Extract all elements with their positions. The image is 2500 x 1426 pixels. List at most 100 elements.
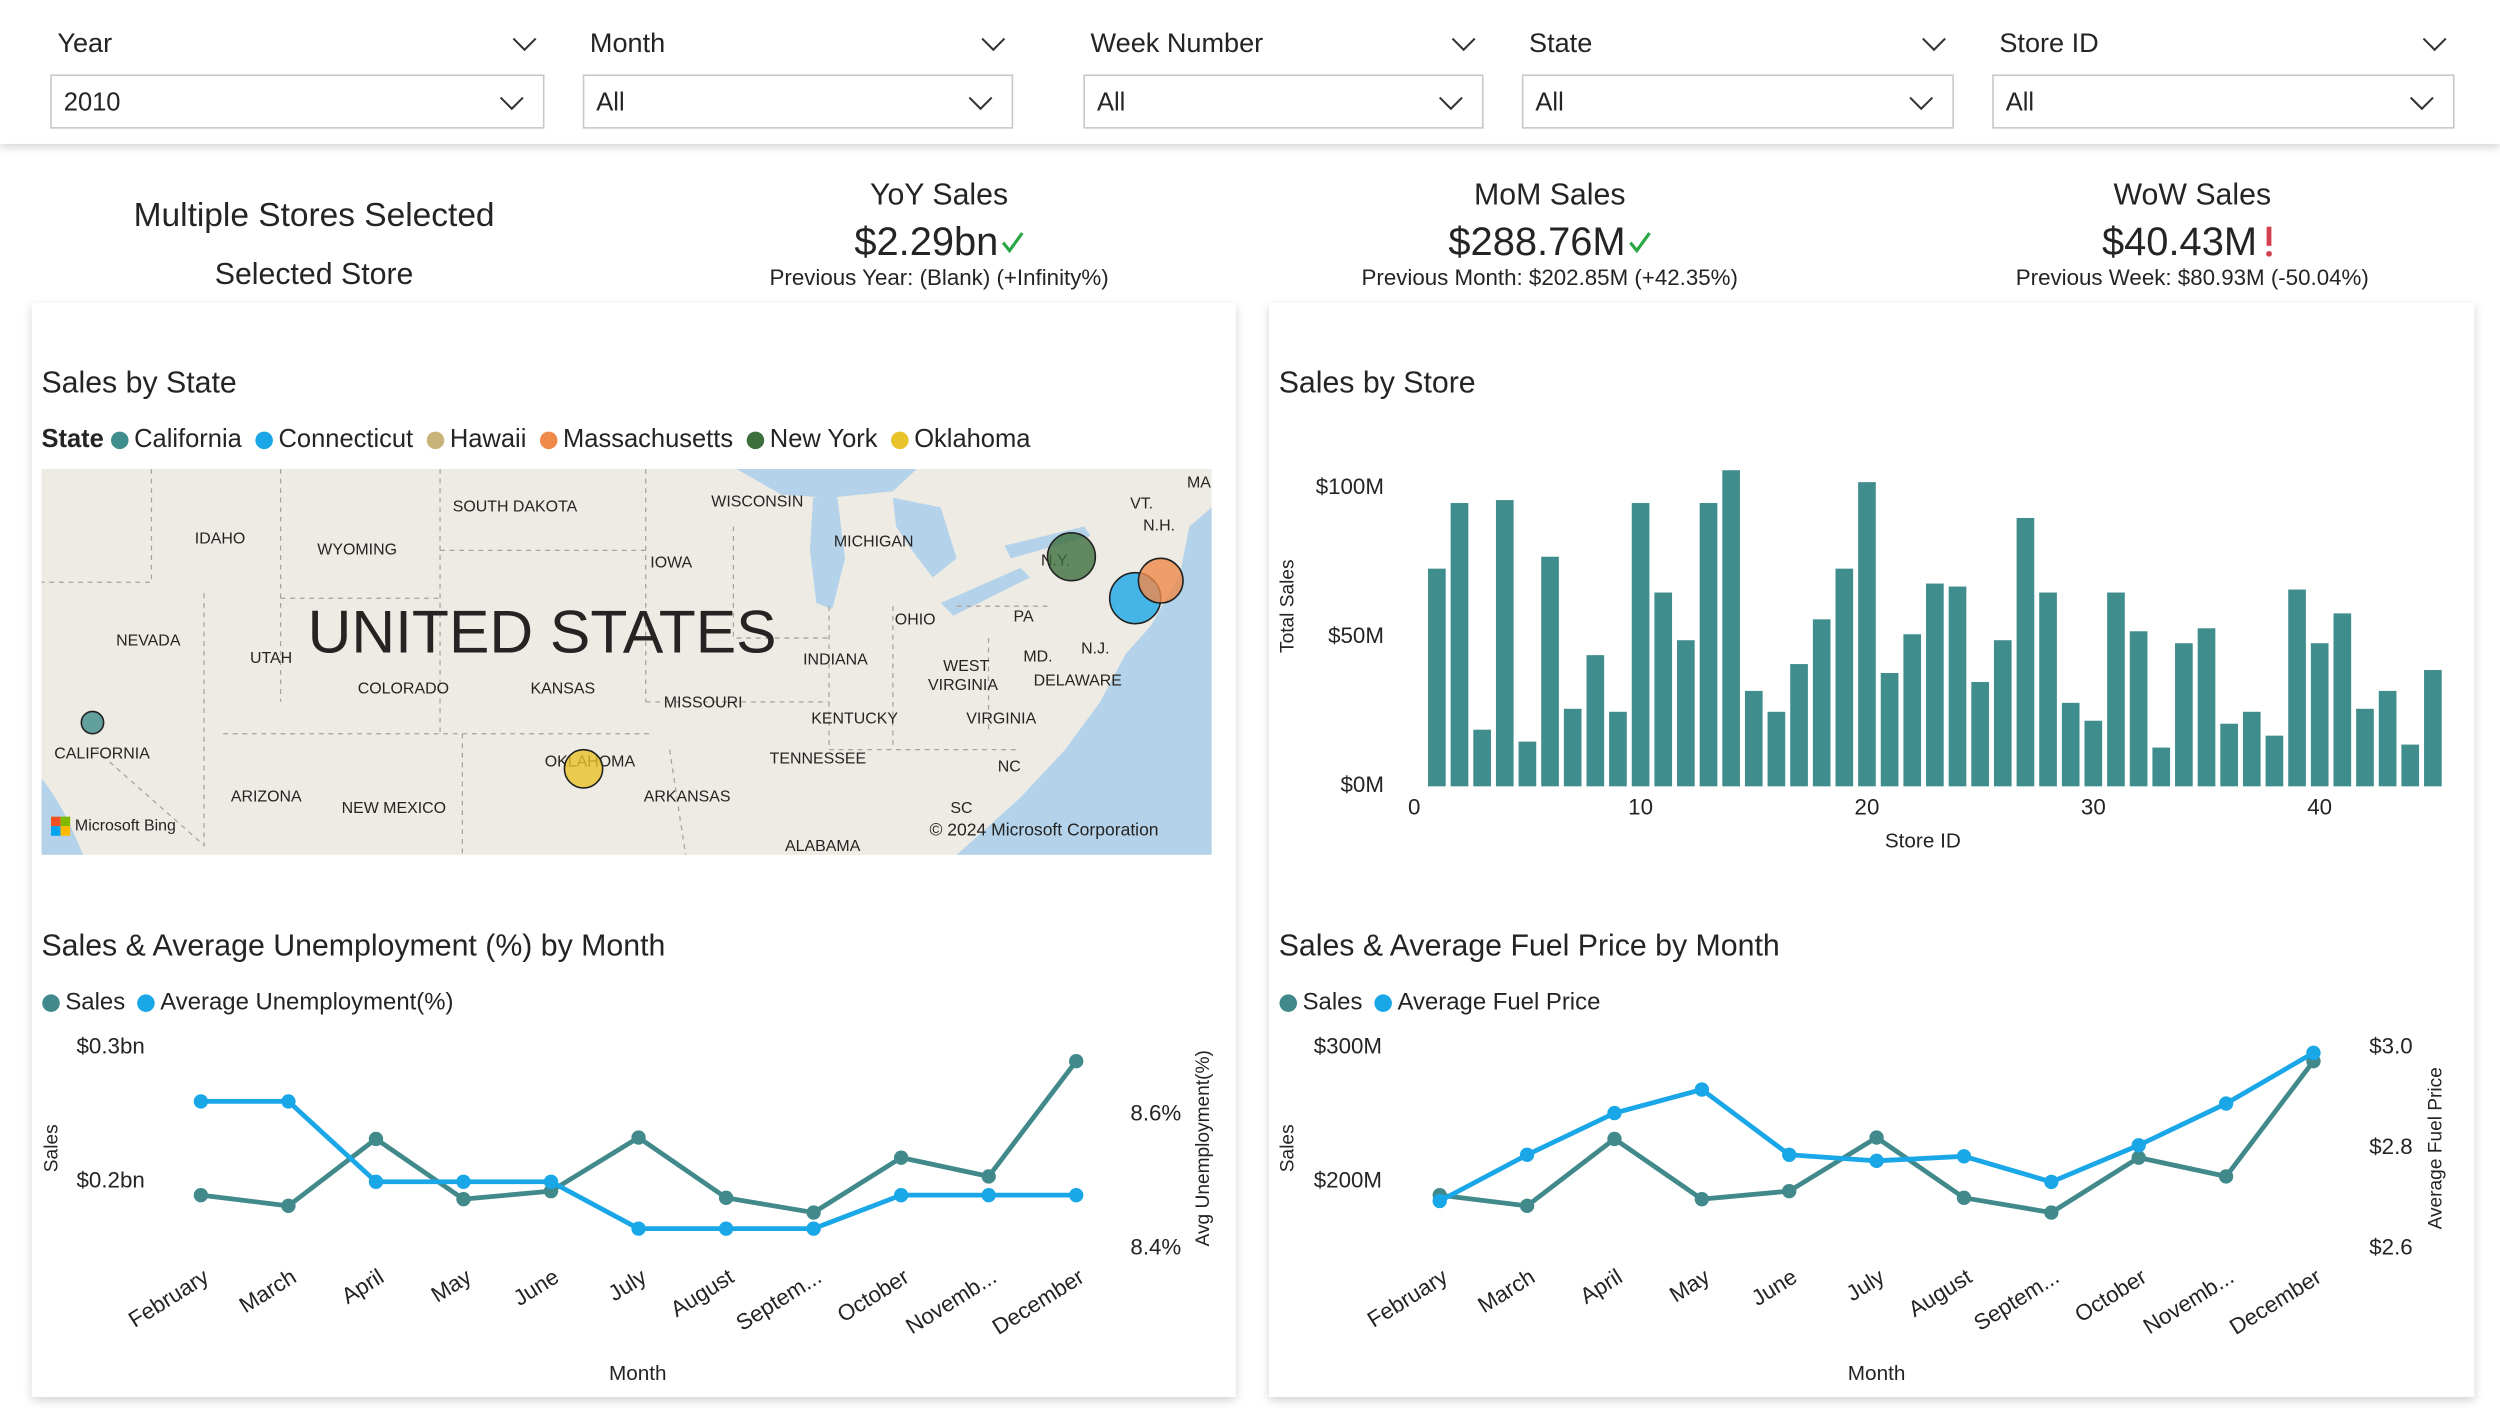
- map-state-label: SOUTH DAKOTA: [453, 499, 578, 516]
- dropdown-chevron: [499, 96, 524, 111]
- legend-title: State: [41, 425, 103, 453]
- line-marker: [981, 1169, 996, 1184]
- border: [95, 469, 1053, 855]
- line-marker: [2131, 1150, 2146, 1165]
- line-marker: [456, 1191, 471, 1207]
- bar: [2310, 643, 2329, 787]
- legend-marker: [1374, 994, 1392, 1012]
- y-axis-title: Total Sales: [1277, 559, 1298, 653]
- line-marker: [1607, 1105, 1622, 1121]
- filter-label: State: [1529, 27, 1592, 58]
- filter-label: Week Number: [1091, 27, 1264, 58]
- line-marker: [981, 1187, 996, 1203]
- bar: [1880, 673, 1899, 787]
- line-marker: [2218, 1096, 2234, 1111]
- map-state-label: OHIO: [895, 612, 936, 629]
- line-marker: [1432, 1193, 1447, 1209]
- bar: [1495, 500, 1514, 787]
- map-state-label: VIRGINIA: [928, 677, 998, 694]
- kpi-icon-check: [1629, 232, 1651, 254]
- bar: [1790, 664, 1808, 787]
- x-tick-label: 0: [1408, 795, 1420, 820]
- legend-label: Sales: [1303, 988, 1363, 1015]
- dropdown-chevron: [1438, 96, 1463, 111]
- lake: [892, 497, 957, 578]
- kpi-detail: Previous Year: (Blank) (+Infinity%): [770, 265, 1109, 290]
- line-marker: [1869, 1153, 1884, 1168]
- x-axis-title: Month: [609, 1362, 667, 1385]
- y-tick-label: $200M: [1314, 1168, 1382, 1193]
- map-state-label: MA: [1187, 475, 1211, 492]
- line-marker: [1782, 1183, 1797, 1199]
- line-marker: [2131, 1138, 2146, 1153]
- line-marker: [368, 1174, 384, 1189]
- bar: [1858, 482, 1876, 787]
- filter-header-chevron[interactable]: [512, 37, 537, 52]
- line-marker: [368, 1131, 384, 1147]
- map-state-label: ALABAMA: [785, 838, 861, 855]
- filter-value: All: [1535, 89, 1563, 117]
- logo: [60, 826, 71, 836]
- legend-marker: [110, 431, 129, 450]
- filter-header-chevron[interactable]: [981, 37, 1006, 52]
- bar: [1993, 640, 2012, 787]
- map-bubble: [1046, 532, 1097, 582]
- map-attribution: Microsoft Bing: [75, 817, 176, 834]
- chart-title: Sales by Store: [1279, 367, 1476, 400]
- borders: [41, 469, 1053, 855]
- bar: [2197, 628, 2216, 787]
- map-state-label: SC: [950, 800, 972, 817]
- map-state-label: WISCONSIN: [711, 494, 803, 511]
- line-marker: [631, 1130, 646, 1145]
- kpi-title: YoY Sales: [870, 178, 1008, 211]
- line-marker: [718, 1190, 734, 1205]
- right-panel: [1269, 303, 2475, 1397]
- card-title: Multiple Stores Selected: [134, 197, 495, 234]
- map-state-label: CALIFORNIA: [54, 746, 150, 763]
- map-state-label: IDAHO: [195, 530, 245, 547]
- bar: [2401, 744, 2420, 787]
- filter-dropdown[interactable]: [582, 74, 1014, 129]
- kpi-icon-alert: [2266, 226, 2272, 246]
- y2-tick-label: $2.8: [2369, 1134, 2412, 1159]
- map-state-label: MISSOURI: [664, 695, 743, 712]
- bar: [1541, 556, 1559, 787]
- map-state-label: ARIZONA: [231, 789, 302, 806]
- filter-header-chevron[interactable]: [2422, 37, 2447, 52]
- bar: [2175, 643, 2193, 787]
- map-state-label: DELAWARE: [1034, 672, 1122, 689]
- bar: [2288, 589, 2306, 787]
- line-marker: [806, 1205, 821, 1220]
- map-state-label: INDIANA: [803, 652, 868, 669]
- y-tick-label: $0.3bn: [77, 1034, 145, 1059]
- legend-marker: [426, 431, 445, 450]
- land: [41, 469, 1212, 855]
- filter-value: All: [2006, 89, 2034, 117]
- lake: [809, 494, 846, 610]
- logo: [51, 816, 61, 827]
- dropdown-chevron: [968, 96, 993, 111]
- map-bubble: [563, 748, 604, 789]
- legend-label: Massachusetts: [563, 425, 733, 453]
- kpi-icon-check: [1001, 232, 1024, 254]
- filter-dropdown[interactable]: [1083, 74, 1484, 129]
- filter-label: Store ID: [1999, 27, 2098, 58]
- filter-header-chevron[interactable]: [1451, 37, 1476, 52]
- y2-tick-label: 8.6%: [1130, 1101, 1181, 1126]
- filter-dropdown[interactable]: [1521, 74, 1954, 129]
- bar: [1767, 711, 1786, 787]
- border: [41, 469, 153, 583]
- map-state-label: NEVADA: [116, 632, 181, 649]
- filter-label: Year: [57, 27, 112, 58]
- map-state-label: TENNESSEE: [770, 750, 867, 767]
- line-marker: [1069, 1187, 1084, 1203]
- kpi-title: MoM Sales: [1474, 178, 1625, 211]
- filter-dropdown[interactable]: [1992, 74, 2455, 129]
- filter-dropdown[interactable]: [50, 74, 545, 129]
- filter-value: All: [596, 89, 624, 117]
- bar: [2378, 690, 2397, 787]
- line-marker: [281, 1198, 296, 1214]
- filter-header-chevron[interactable]: [1922, 37, 1946, 52]
- map-state-label: NEW MEXICO: [342, 800, 446, 817]
- line-marker: [893, 1150, 909, 1165]
